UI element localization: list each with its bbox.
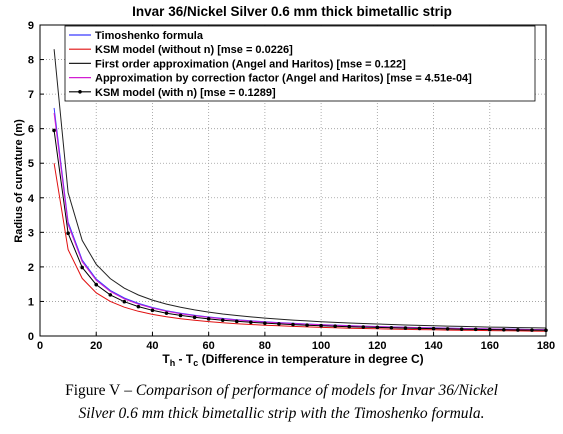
- data-point: [516, 328, 520, 332]
- data-point: [220, 318, 225, 322]
- x-tick-label: 80: [259, 340, 271, 352]
- data-point: [431, 326, 436, 331]
- data-point: [319, 323, 323, 328]
- legend-entry: First order approximation (Angel and Har…: [95, 58, 406, 70]
- data-point: [150, 308, 155, 313]
- x-tick-label: 160: [481, 340, 499, 352]
- data-point: [178, 313, 183, 318]
- data-point: [234, 319, 239, 324]
- data-point: [108, 293, 113, 297]
- y-tick-label: 5: [28, 158, 34, 170]
- data-point: [417, 326, 422, 331]
- legend: Timoshenko formula KSM model (without n) …: [64, 25, 536, 102]
- legend-entry: KSM model (without n) [mse = 0.0226]: [95, 44, 293, 56]
- x-tick-label: 180: [537, 340, 555, 352]
- x-tick-label: 20: [90, 340, 102, 352]
- data-point: [80, 265, 84, 270]
- data-point: [277, 322, 281, 326]
- data-point: [361, 325, 366, 329]
- data-point: [333, 324, 337, 329]
- data-point: [66, 231, 70, 235]
- data-point: [347, 324, 352, 329]
- data-point: [473, 327, 478, 332]
- y-tick-label: 0: [28, 331, 34, 343]
- x-tick-label: 0: [37, 340, 43, 352]
- x-tick-label: 60: [203, 340, 215, 352]
- x-tick-label: 100: [312, 340, 330, 352]
- series-line-4: [53, 113, 547, 331]
- series-line-5: [53, 130, 547, 331]
- y-tick-label: 1: [28, 296, 34, 308]
- x-axis-label: Th - Tc (Difference in temperature in de…: [162, 352, 423, 368]
- data-point: [403, 326, 408, 330]
- data-point: [52, 128, 56, 133]
- figure-caption-label: Figure V: [65, 382, 121, 399]
- y-tick-label: 7: [28, 89, 34, 101]
- legend-entry: KSM model (with n) [mse = 0.1289]: [95, 87, 276, 99]
- figure-caption-text: – Comparison of performance of models fo…: [120, 382, 498, 399]
- figure-caption-line2: Silver 0.6 mm thick bimetallic strip wit…: [0, 405, 563, 423]
- x-tick-label: 120: [368, 340, 386, 352]
- x-tick-label: 40: [146, 340, 158, 352]
- y-tick-label: 3: [28, 227, 34, 239]
- y-axis-label: Radius of curvature (m): [13, 119, 25, 243]
- figure-caption-text-2: Silver 0.6 mm thick bimetallic strip wit…: [78, 405, 485, 422]
- data-point: [249, 320, 253, 325]
- chart: Invar 36/Nickel Silver 0.6 mm thick bime…: [13, 4, 556, 368]
- data-point: [122, 299, 127, 304]
- data-point: [291, 322, 295, 327]
- axis-ticks: 0 20 40 60 80 100 120 140 160 180 0 1 2 3 4 5 6 7 8 9: [28, 20, 555, 352]
- plot-area-frame: [39, 24, 547, 337]
- y-tick-label: 4: [28, 193, 35, 205]
- data-point: [530, 328, 534, 332]
- data-point: [502, 327, 506, 332]
- data-point: [164, 311, 169, 315]
- data-point: [375, 325, 380, 330]
- chart-title: Invar 36/Nickel Silver 0.6 mm thick bime…: [132, 4, 452, 19]
- series-line-2: [53, 163, 547, 332]
- data-point: [206, 317, 211, 321]
- legend-box: [64, 25, 536, 102]
- data-point: [459, 327, 464, 331]
- y-tick-label: 8: [28, 55, 34, 67]
- data-point: [389, 325, 394, 330]
- data-point: [445, 327, 450, 331]
- y-tick-label: 2: [28, 262, 34, 274]
- data-point: [305, 323, 309, 327]
- legend-marker: [78, 90, 82, 94]
- figure-caption-line1: Figure V – Comparison of performance of …: [0, 382, 563, 400]
- y-tick-label: 6: [28, 124, 34, 136]
- legend-entry: Timoshenko formula: [95, 30, 204, 42]
- data-point: [94, 282, 99, 287]
- y-tick-label: 9: [28, 20, 34, 32]
- series-line-3: [53, 49, 547, 329]
- data-point: [136, 304, 141, 309]
- data-point: [487, 327, 492, 332]
- data-point: [192, 315, 197, 320]
- x-tick-label: 140: [424, 340, 442, 352]
- series-lines: [52, 49, 548, 333]
- data-point: [263, 321, 267, 325]
- legend-entry: Approximation by correction factor (Ange…: [95, 73, 472, 85]
